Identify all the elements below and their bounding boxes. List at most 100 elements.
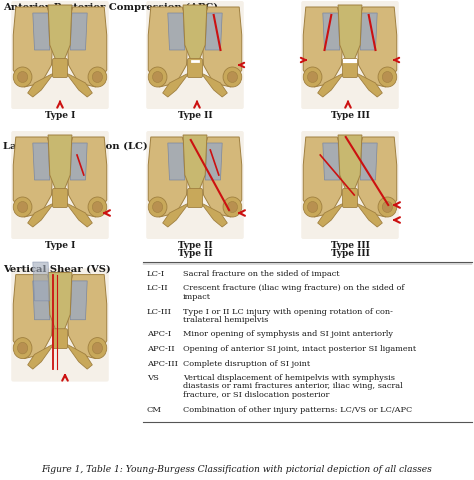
Ellipse shape	[92, 342, 102, 354]
Text: APC-II: APC-II	[147, 345, 174, 353]
FancyBboxPatch shape	[301, 131, 399, 239]
Ellipse shape	[303, 67, 322, 87]
Polygon shape	[202, 7, 242, 87]
Polygon shape	[323, 143, 340, 180]
Polygon shape	[48, 5, 72, 60]
Ellipse shape	[153, 202, 163, 213]
Text: impact: impact	[183, 293, 211, 301]
FancyBboxPatch shape	[188, 189, 202, 207]
Text: CM: CM	[147, 406, 162, 413]
Ellipse shape	[13, 197, 32, 217]
Text: Vertical Shear (VS): Vertical Shear (VS)	[3, 265, 111, 274]
Polygon shape	[33, 13, 50, 50]
Ellipse shape	[92, 72, 102, 83]
Ellipse shape	[92, 202, 102, 213]
Text: Combination of other injury patterns: LC/VS or LC/APC: Combination of other injury patterns: LC…	[183, 406, 412, 413]
Text: Anterior Posterior Compression (APC): Anterior Posterior Compression (APC)	[3, 3, 218, 12]
FancyBboxPatch shape	[343, 189, 357, 207]
Ellipse shape	[13, 67, 32, 87]
FancyBboxPatch shape	[146, 131, 244, 239]
Polygon shape	[48, 273, 72, 330]
Text: Type III: Type III	[330, 249, 369, 258]
Text: fracture, or SI dislocation posterior: fracture, or SI dislocation posterior	[183, 391, 329, 399]
Polygon shape	[66, 203, 92, 227]
Polygon shape	[13, 275, 53, 359]
FancyBboxPatch shape	[53, 59, 67, 77]
Ellipse shape	[153, 72, 163, 83]
Polygon shape	[66, 73, 92, 97]
Text: Figure 1, Table 1: Young-Burgess Classification with pictorial depiction of all : Figure 1, Table 1: Young-Burgess Classif…	[42, 465, 432, 474]
Ellipse shape	[228, 202, 237, 213]
FancyBboxPatch shape	[11, 268, 109, 382]
Polygon shape	[201, 73, 228, 97]
FancyBboxPatch shape	[343, 59, 357, 77]
Ellipse shape	[13, 337, 32, 359]
Polygon shape	[67, 275, 107, 359]
Ellipse shape	[378, 67, 397, 87]
Ellipse shape	[88, 197, 107, 217]
Polygon shape	[13, 7, 53, 87]
Text: LC-II: LC-II	[147, 285, 169, 292]
Ellipse shape	[308, 202, 318, 213]
Polygon shape	[27, 344, 54, 369]
Polygon shape	[70, 143, 87, 180]
Text: Opening of anterior SI joint, intact posterior SI ligament: Opening of anterior SI joint, intact pos…	[183, 345, 416, 353]
Polygon shape	[303, 137, 343, 217]
Polygon shape	[318, 203, 344, 227]
Ellipse shape	[148, 197, 167, 217]
Polygon shape	[70, 13, 87, 50]
Text: VS: VS	[147, 374, 159, 382]
Polygon shape	[67, 7, 107, 87]
Text: Sacral fracture on the sided of impact: Sacral fracture on the sided of impact	[183, 270, 339, 278]
Polygon shape	[163, 203, 189, 227]
Ellipse shape	[228, 72, 237, 83]
Ellipse shape	[223, 67, 242, 87]
Text: APC-III: APC-III	[147, 360, 178, 368]
Ellipse shape	[18, 202, 27, 213]
Polygon shape	[338, 135, 362, 190]
Polygon shape	[201, 203, 228, 227]
Text: LC-I: LC-I	[147, 270, 165, 278]
Polygon shape	[356, 203, 383, 227]
Polygon shape	[202, 137, 242, 217]
Text: Lateral Compression (LC): Lateral Compression (LC)	[3, 142, 148, 151]
Ellipse shape	[18, 342, 27, 354]
Text: Type I or II LC injury with opening rotation of con-: Type I or II LC injury with opening rota…	[183, 308, 393, 315]
Text: LC-III: LC-III	[147, 308, 172, 315]
Polygon shape	[13, 137, 53, 217]
FancyBboxPatch shape	[53, 329, 67, 348]
FancyBboxPatch shape	[11, 1, 109, 109]
Text: Type II: Type II	[178, 111, 212, 120]
Ellipse shape	[18, 72, 27, 83]
Polygon shape	[33, 262, 50, 301]
Ellipse shape	[383, 72, 392, 83]
FancyBboxPatch shape	[146, 1, 244, 109]
Polygon shape	[360, 13, 377, 50]
FancyBboxPatch shape	[188, 59, 202, 77]
Polygon shape	[303, 7, 343, 87]
Polygon shape	[33, 143, 50, 180]
Ellipse shape	[88, 337, 107, 359]
Polygon shape	[70, 281, 87, 320]
Ellipse shape	[303, 197, 322, 217]
Polygon shape	[33, 281, 50, 320]
FancyBboxPatch shape	[53, 189, 67, 207]
Polygon shape	[357, 137, 397, 217]
Polygon shape	[168, 143, 185, 180]
FancyBboxPatch shape	[301, 1, 399, 109]
Polygon shape	[323, 13, 340, 50]
Ellipse shape	[148, 67, 167, 87]
Text: Type III: Type III	[330, 111, 369, 120]
Polygon shape	[356, 73, 383, 97]
Polygon shape	[357, 7, 397, 87]
Polygon shape	[338, 5, 362, 60]
Text: Type III: Type III	[330, 241, 369, 250]
Polygon shape	[168, 13, 185, 50]
Ellipse shape	[223, 197, 242, 217]
Polygon shape	[183, 5, 207, 60]
Polygon shape	[148, 7, 188, 87]
Text: APC-I: APC-I	[147, 331, 171, 338]
Text: Complete disruption of SI joint: Complete disruption of SI joint	[183, 360, 310, 368]
Ellipse shape	[308, 72, 318, 83]
Polygon shape	[205, 13, 222, 50]
